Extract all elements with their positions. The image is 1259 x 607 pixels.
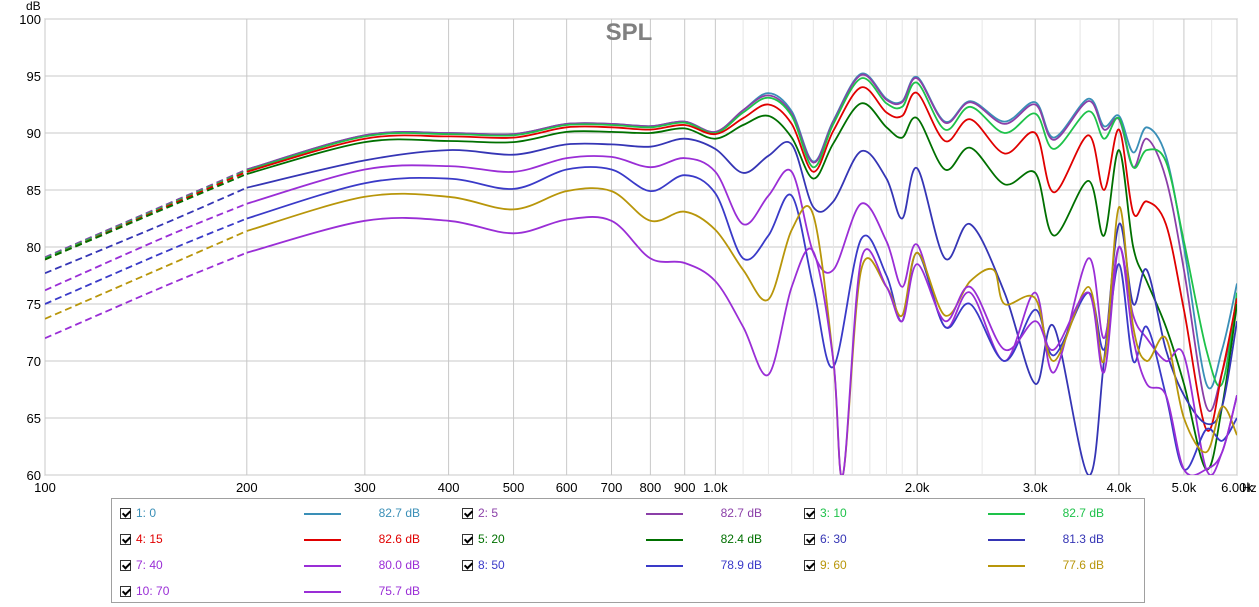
x-tick-label: 1.0k <box>703 480 728 495</box>
y-axis-unit: dB <box>26 0 41 13</box>
legend-checkbox[interactable] <box>120 508 131 519</box>
legend-label: 3: 10 <box>820 506 847 520</box>
series-line-dashed-5 <box>45 173 248 261</box>
series-line-2 <box>246 73 1237 413</box>
legend-label: 8: 50 <box>478 558 505 572</box>
legend-checkbox[interactable] <box>120 586 131 597</box>
legend-label: 2: 5 <box>478 506 499 520</box>
y-tick-label: 85 <box>27 183 41 198</box>
series-line-dashed-6 <box>45 186 248 275</box>
x-tick-label: 100 <box>34 480 56 495</box>
legend-value: 80.0 dB <box>378 558 420 572</box>
series-group <box>45 72 1237 475</box>
x-axis-unit: Hz <box>1242 481 1257 495</box>
legend-value: 82.7 dB <box>378 506 420 520</box>
legend: 1: 0 82.7 dB 2: 5 82.7 dB 3: 10 82.7 dB 4: 15 8… <box>111 498 1145 603</box>
legend-swatch <box>646 539 683 541</box>
legend-label: 5: 20 <box>478 532 505 546</box>
legend-checkbox[interactable] <box>120 560 131 571</box>
series-line-dashed-8 <box>45 217 248 305</box>
series-line-4 <box>246 86 1237 432</box>
legend-checkbox[interactable] <box>804 508 815 519</box>
series-line-6 <box>246 137 1237 475</box>
x-tick-label: 2.0k <box>905 480 930 495</box>
y-tick-label: 95 <box>27 69 41 84</box>
spl-chart: 60 65 70 75 80 85 90 95 100 100 200 300 400 500 600 70… <box>19 0 1257 495</box>
legend-value: 82.6 dB <box>378 532 420 546</box>
legend-item: 2: 5 82.7 dB <box>462 505 782 525</box>
legend-item: 7: 40 80.0 dB <box>120 557 440 577</box>
legend-value: 82.4 dB <box>720 532 762 546</box>
legend-value: 82.7 dB <box>720 506 762 520</box>
series-line-dashed-9 <box>45 230 248 320</box>
series-line-dashed-10 <box>45 251 248 340</box>
x-tick-label: 5.0k <box>1172 480 1197 495</box>
legend-item: 3: 10 82.7 dB <box>804 505 1124 525</box>
legend-swatch <box>988 565 1025 567</box>
legend-item: 8: 50 78.9 dB <box>462 557 782 577</box>
legend-swatch <box>988 539 1025 541</box>
x-tick-label: 900 <box>674 480 696 495</box>
legend-swatch <box>304 591 341 593</box>
x-tick-label: 200 <box>236 480 258 495</box>
y-tick-label: 70 <box>27 354 41 369</box>
legend-checkbox[interactable] <box>804 534 815 545</box>
legend-label: 1: 0 <box>136 506 157 520</box>
series-line-5 <box>246 102 1237 471</box>
legend-value: 75.7 dB <box>378 584 420 598</box>
legend-label: 7: 40 <box>136 558 163 572</box>
legend-swatch <box>304 513 341 515</box>
x-tick-label: 600 <box>556 480 578 495</box>
legend-swatch <box>304 565 341 567</box>
x-tick-label: 400 <box>438 480 460 495</box>
legend-swatch <box>988 513 1025 515</box>
y-tick-label: 75 <box>27 297 41 312</box>
legend-checkbox[interactable] <box>462 560 473 571</box>
series-line-3 <box>246 77 1237 387</box>
legend-label: 10: 70 <box>136 584 170 598</box>
legend-checkbox[interactable] <box>804 560 815 571</box>
x-tick-label: 3.0k <box>1023 480 1048 495</box>
series-line-7 <box>246 155 1237 475</box>
legend-item: 4: 15 82.6 dB <box>120 531 440 551</box>
series-line-dashed-3 <box>45 169 248 260</box>
y-tick-label: 60 <box>27 468 41 483</box>
y-axis-ticks: 60 65 70 75 80 85 90 95 100 <box>19 12 41 483</box>
legend-checkbox[interactable] <box>120 534 131 545</box>
legend-item: 5: 20 82.4 dB <box>462 531 782 551</box>
x-axis-ticks: 100 200 300 400 500 600 700 800 900 1.0k 2.0k 3.0k 4… <box>34 480 1253 495</box>
x-tick-label: 300 <box>354 480 376 495</box>
legend-item: 1: 0 82.7 dB <box>120 505 440 525</box>
x-tick-label: 500 <box>503 480 525 495</box>
legend-swatch <box>646 513 683 515</box>
x-tick-label: 4.0k <box>1107 480 1132 495</box>
legend-swatch <box>646 565 683 567</box>
legend-label: 9: 60 <box>820 558 847 572</box>
legend-label: 6: 30 <box>820 532 847 546</box>
chart-title: SPL <box>606 19 653 46</box>
y-tick-label: 100 <box>19 12 41 27</box>
legend-value: 77.6 dB <box>1062 558 1104 572</box>
x-tick-label: 6.00k <box>1221 480 1253 495</box>
legend-checkbox[interactable] <box>462 534 473 545</box>
legend-checkbox[interactable] <box>462 508 473 519</box>
series-line-dashed-2 <box>45 168 248 259</box>
legend-label: 4: 15 <box>136 532 163 546</box>
x-tick-label: 800 <box>640 480 662 495</box>
legend-value: 81.3 dB <box>1062 532 1104 546</box>
legend-item: 10: 70 75.7 dB <box>120 583 440 603</box>
legend-value: 82.7 dB <box>1062 506 1104 520</box>
y-tick-label: 65 <box>27 411 41 426</box>
series-line-9 <box>246 187 1237 475</box>
legend-item: 6: 30 81.3 dB <box>804 531 1124 551</box>
x-tick-label: 700 <box>601 480 623 495</box>
series-line-dashed-7 <box>45 202 248 292</box>
series-line-10 <box>246 216 1237 475</box>
legend-swatch <box>304 539 341 541</box>
grid <box>44 18 1238 476</box>
y-tick-label: 90 <box>27 126 41 141</box>
legend-item: 9: 60 77.6 dB <box>804 557 1124 577</box>
legend-value: 78.9 dB <box>720 558 762 572</box>
y-tick-label: 80 <box>27 240 41 255</box>
